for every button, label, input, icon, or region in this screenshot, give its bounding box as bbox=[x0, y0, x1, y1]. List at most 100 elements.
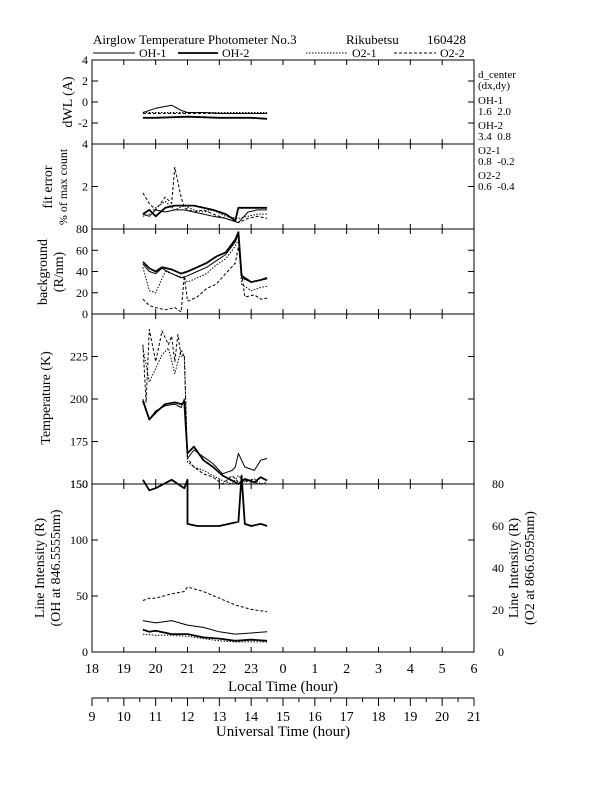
y-tick-label: 60 bbox=[76, 243, 88, 257]
ut-tick-label: 19 bbox=[403, 710, 417, 725]
side-note-dxdy: (dx,dy) bbox=[478, 80, 510, 92]
side-note-oh2-values: 3.4 0.8 bbox=[478, 131, 512, 143]
local-time-tick-labels: 18 19 20 21 22 23 0 1 2 3 4 5 6 bbox=[85, 662, 478, 677]
y2label-intensity-2: (O2 at 866.0595nm) bbox=[523, 511, 538, 625]
lt-tick-label: 22 bbox=[212, 662, 226, 677]
ut-tick-label: 16 bbox=[308, 710, 322, 725]
ut-tick-label: 13 bbox=[212, 710, 226, 725]
y-axis-titles: dWL (A) fit error % of max count backgro… bbox=[33, 76, 538, 626]
hour-tick-marks bbox=[123, 60, 443, 652]
lt-tick-label: 6 bbox=[471, 662, 478, 677]
legend: OH-1 OH-2 O2-1 O2-2 bbox=[93, 46, 465, 60]
figure-site: Rikubetsu bbox=[346, 32, 399, 47]
lt-tick-label: 0 bbox=[280, 662, 287, 677]
legend-label-o21: O2-1 bbox=[352, 46, 377, 60]
y-tick-label: -2 bbox=[78, 116, 88, 130]
y-tick-label: 50 bbox=[76, 589, 88, 603]
ut-tick-label: 20 bbox=[435, 710, 449, 725]
ut-tick-label: 15 bbox=[276, 710, 290, 725]
ut-tick-label: 12 bbox=[181, 710, 195, 725]
series-intensity-o2-right-axis-thick- bbox=[142, 474, 268, 527]
y2-tick-label: 40 bbox=[492, 561, 504, 575]
lt-tick-label: 19 bbox=[117, 662, 131, 677]
lt-tick-label: 20 bbox=[149, 662, 163, 677]
y-tick-label: 200 bbox=[70, 392, 88, 406]
ut-tick-label: 18 bbox=[372, 710, 386, 725]
series-intensity-oh-2 bbox=[142, 628, 268, 642]
series-intensity-o2-2 bbox=[142, 586, 268, 613]
lt-tick-label: 5 bbox=[439, 662, 446, 677]
series-background-o2-1 bbox=[142, 239, 268, 294]
series-temperature-oh-2 bbox=[142, 400, 268, 485]
lt-tick-label: 2 bbox=[343, 662, 350, 677]
y-tick-label: 0 bbox=[82, 307, 88, 321]
y-tick-label: 80 bbox=[76, 222, 88, 236]
side-notes: d_center (dx,dy) OH-1 1.6 2.0 OH-2 3.4 0… bbox=[478, 69, 516, 193]
panel-intensity-frame bbox=[91, 483, 475, 653]
universal-time-tick-labels: 9 10 11 12 13 14 15 16 17 18 19 20 21 bbox=[89, 710, 482, 725]
y-tick-label: 100 bbox=[70, 533, 88, 547]
series-background-o2-2 bbox=[142, 246, 268, 313]
y-tick-label: 2 bbox=[82, 74, 88, 88]
plot-lines bbox=[142, 104, 268, 643]
y-tick-label: 150 bbox=[70, 477, 88, 491]
ylabel-dwl: dWL (A) bbox=[61, 76, 76, 128]
ylabel-intensity-2: (OH at 846.5555nm) bbox=[49, 509, 64, 626]
y-axes: 420-242080604020022520017515015010050080… bbox=[70, 53, 504, 659]
series-intensity-o2-1 bbox=[142, 633, 268, 643]
side-note-oh1-values: 1.6 2.0 bbox=[478, 106, 512, 118]
y-tick-label: 150 bbox=[70, 477, 88, 491]
y-tick-label: 40 bbox=[76, 265, 88, 279]
y2-tick-label: 20 bbox=[492, 603, 504, 617]
ylabel-intensity: Line Intensity (R) bbox=[33, 518, 48, 619]
side-note-o22-name: O2-2 bbox=[478, 170, 501, 182]
series-dwl-oh-2 bbox=[142, 115, 268, 120]
side-note-oh2-name: OH-2 bbox=[478, 120, 503, 132]
series-fit-oh-1 bbox=[142, 209, 268, 224]
side-note-dcenter: d_center bbox=[478, 69, 516, 81]
ut-tick-label: 9 bbox=[89, 710, 96, 725]
ylabel-fit: fit error bbox=[41, 165, 56, 208]
ylabel-background: background bbox=[36, 239, 51, 305]
y-tick-label: 0 bbox=[82, 95, 88, 109]
y-tick-label: 0 bbox=[82, 222, 88, 236]
y2label-intensity: Line Intensity (R) bbox=[507, 518, 522, 619]
y-tick-label: 20 bbox=[76, 286, 88, 300]
figure-title: Airglow Temperature Photometer No.3 bbox=[93, 32, 297, 47]
xlabel-universal-time: Universal Time (hour) bbox=[216, 724, 350, 740]
lt-tick-label: 4 bbox=[407, 662, 414, 677]
ut-tick-label: 11 bbox=[149, 710, 162, 725]
y-tick-label: 0 bbox=[82, 645, 88, 659]
legend-label-o22: O2-2 bbox=[440, 46, 465, 60]
side-note-o21-name: O2-1 bbox=[478, 145, 501, 157]
legend-label-oh1: OH-1 bbox=[139, 46, 166, 60]
y-tick-label: 2 bbox=[82, 180, 88, 194]
series-fit-o2-2 bbox=[142, 166, 268, 224]
y2-tick-label: 0 bbox=[498, 645, 504, 659]
series-intensity-oh-1 bbox=[142, 620, 268, 635]
ylabel-background-2: (R/nm) bbox=[52, 251, 67, 292]
lt-tick-label: 3 bbox=[375, 662, 382, 677]
xlabel-local-time: Local Time (hour) bbox=[228, 679, 338, 695]
ut-tick-label: 10 bbox=[117, 710, 131, 725]
y2-tick-label: 60 bbox=[492, 519, 504, 533]
y-tick-label: 4 bbox=[82, 137, 88, 151]
side-note-oh1-name: OH-1 bbox=[478, 95, 503, 107]
series-background-oh-1 bbox=[142, 233, 268, 283]
y-tick-label: 175 bbox=[70, 435, 88, 449]
ut-tick-label: 17 bbox=[340, 710, 354, 725]
lt-tick-label: 1 bbox=[311, 662, 318, 677]
ylabel-temperature: Temperature (K) bbox=[39, 351, 54, 445]
lt-tick-label: 21 bbox=[181, 662, 195, 677]
y-tick-label: 4 bbox=[82, 53, 88, 67]
lt-tick-label: 23 bbox=[244, 662, 258, 677]
panel-dwl-frame bbox=[91, 59, 475, 145]
y2-tick-label: 80 bbox=[492, 477, 504, 491]
series-temperature-oh-1 bbox=[142, 398, 268, 475]
side-note-o22-values: 0.6 -0.4 bbox=[478, 181, 515, 193]
ut-tick-marks bbox=[91, 698, 475, 706]
legend-label-oh2: OH-2 bbox=[222, 46, 249, 60]
figure-date: 160428 bbox=[427, 32, 466, 47]
series-background-oh-2 bbox=[142, 231, 268, 284]
